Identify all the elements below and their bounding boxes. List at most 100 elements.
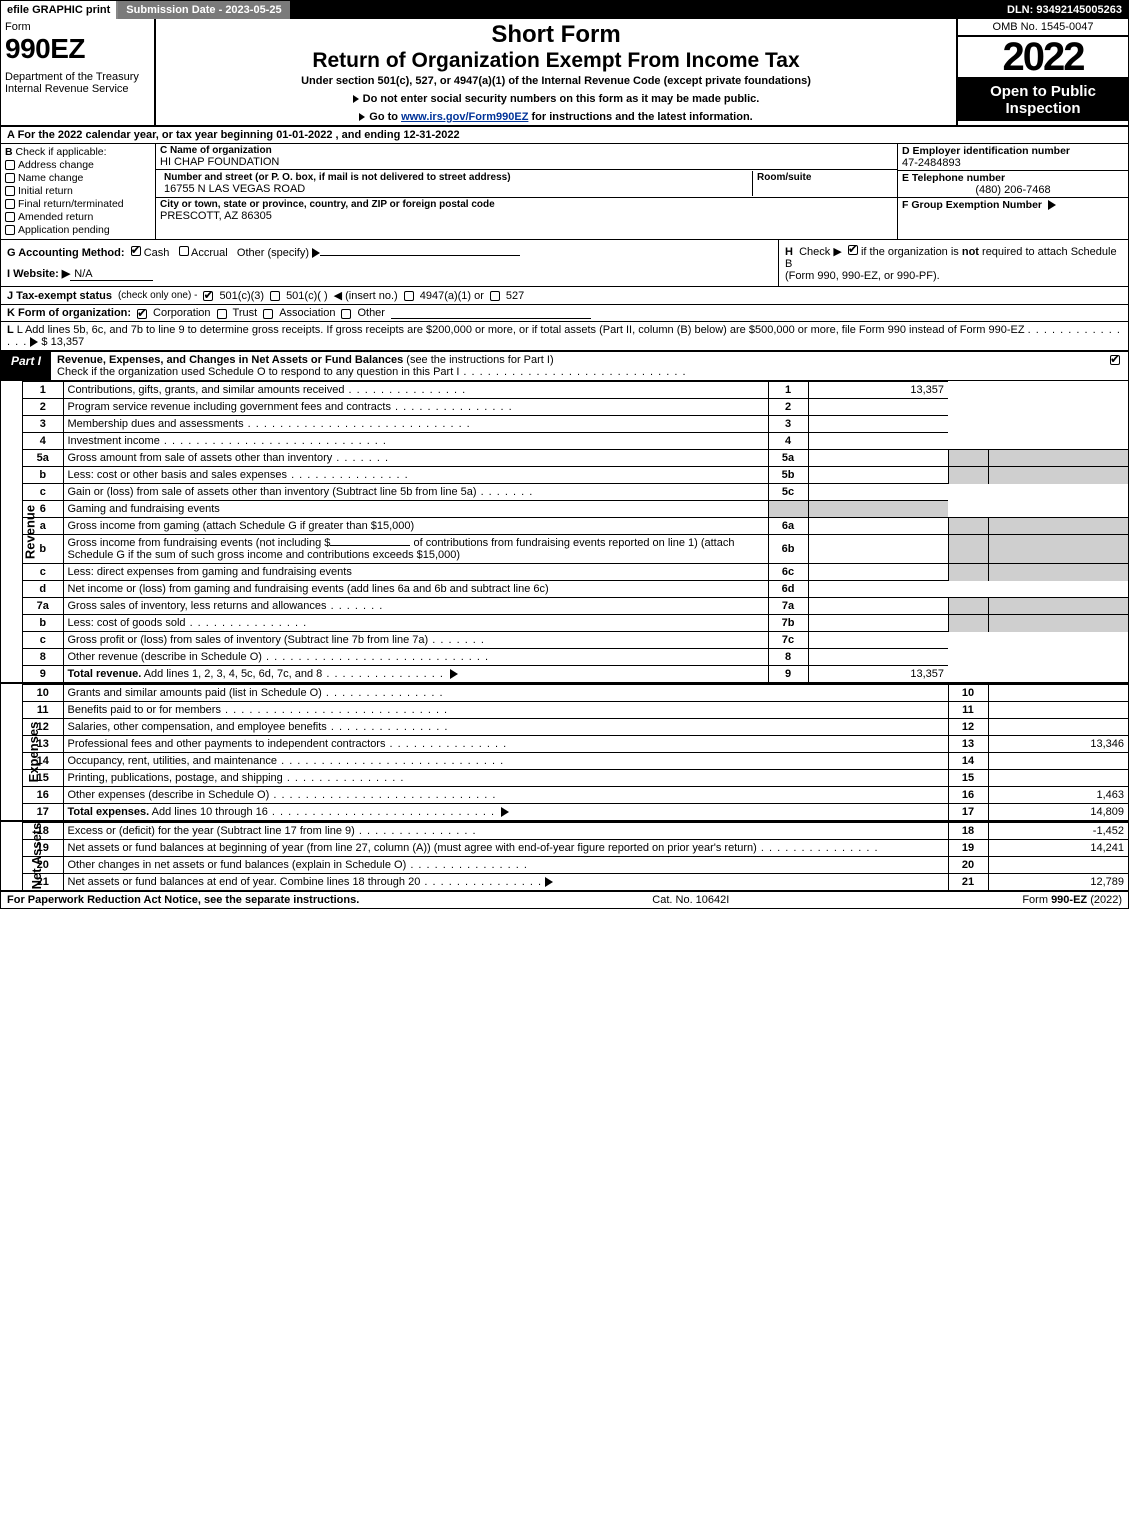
line-h: H Check ▶ if the organization is not req… xyxy=(778,240,1128,286)
table-row: 10Grants and similar amounts paid (list … xyxy=(23,685,1128,702)
line-k: K Form of organization: Corporation Trus… xyxy=(1,304,1128,321)
checkbox-corporation[interactable] xyxy=(137,309,147,319)
phone-value: (480) 206-7468 xyxy=(902,184,1124,196)
efile-print-button[interactable]: efile GRAPHIC print xyxy=(1,1,118,19)
checkbox-4947[interactable] xyxy=(404,291,414,301)
checkbox-initial-return[interactable]: Initial return xyxy=(5,185,151,197)
table-row: 6Gaming and fundraising events xyxy=(23,501,1128,518)
line-l-text: L Add lines 5b, 6c, and 7b to line 9 to … xyxy=(17,324,1025,336)
table-row: 17Total expenses. Add lines 10 through 1… xyxy=(23,804,1128,821)
table-row: aGross income from gaming (attach Schedu… xyxy=(23,518,1128,535)
expenses-section: Expenses 10Grants and similar amounts pa… xyxy=(1,682,1128,820)
expenses-table: 10Grants and similar amounts paid (list … xyxy=(23,684,1128,820)
section-def: D Employer identification number 47-2484… xyxy=(898,144,1128,239)
arrow-icon xyxy=(359,113,365,121)
expenses-side-label: Expenses xyxy=(1,684,23,820)
checkbox-other-org[interactable] xyxy=(341,309,351,319)
table-row: 12Salaries, other compensation, and empl… xyxy=(23,719,1128,736)
checkbox-accrual[interactable] xyxy=(179,246,189,256)
submission-date-button[interactable]: Submission Date - 2023-05-25 xyxy=(118,1,289,19)
arrow-icon xyxy=(450,669,458,679)
table-row: bGross income from fundraising events (n… xyxy=(23,535,1128,564)
part-i-title: Revenue, Expenses, and Changes in Net As… xyxy=(51,352,1102,380)
table-row: 16Other expenses (describe in Schedule O… xyxy=(23,787,1128,804)
top-bar: efile GRAPHIC print Submission Date - 20… xyxy=(1,1,1128,19)
table-row: cGross profit or (loss) from sales of in… xyxy=(23,632,1128,649)
street-label: Number and street (or P. O. box, if mail… xyxy=(164,172,748,183)
arrow-icon xyxy=(353,95,359,103)
other-org-input[interactable] xyxy=(391,307,591,319)
checkbox-trust[interactable] xyxy=(217,309,227,319)
open-inspection-badge: Open to Public Inspection xyxy=(958,77,1128,121)
return-title: Return of Organization Exempt From Incom… xyxy=(162,49,950,73)
org-name-value: HI CHAP FOUNDATION xyxy=(160,156,893,168)
form-990ez-page: efile GRAPHIC print Submission Date - 20… xyxy=(0,0,1129,909)
revenue-side-label: Revenue xyxy=(1,381,23,682)
irs-link[interactable]: www.irs.gov/Form990EZ xyxy=(401,111,528,123)
arrow-icon xyxy=(30,337,38,347)
org-name-label: C Name of organization xyxy=(160,145,893,156)
h-forms: (Form 990, 990-EZ, or 990-PF). xyxy=(785,270,1122,282)
part-i-checkbox[interactable] xyxy=(1102,352,1128,380)
form-word: Form xyxy=(5,21,150,33)
table-row: 15Printing, publications, postage, and s… xyxy=(23,770,1128,787)
line-a: A For the 2022 calendar year, or tax yea… xyxy=(1,127,1128,143)
table-row: cLess: direct expenses from gaming and f… xyxy=(23,564,1128,581)
checkbox-cash[interactable] xyxy=(131,246,141,256)
section-b: B Check if applicable: Address change Na… xyxy=(1,144,156,239)
other-specify-input[interactable] xyxy=(320,244,520,256)
header-right: OMB No. 1545-0047 2022 Open to Public In… xyxy=(958,19,1128,125)
checkbox-501c[interactable] xyxy=(270,291,280,301)
table-row: 9Total revenue. Add lines 1, 2, 3, 4, 5c… xyxy=(23,666,1128,683)
form-number: 990EZ xyxy=(5,33,150,65)
table-row: 21Net assets or fund balances at end of … xyxy=(23,874,1128,891)
table-row: bLess: cost or other basis and sales exp… xyxy=(23,467,1128,484)
city-label: City or town, state or province, country… xyxy=(160,199,893,210)
b-letter: B xyxy=(5,146,13,158)
table-row: 11Benefits paid to or for members11 xyxy=(23,702,1128,719)
topbar-spacer xyxy=(290,1,1001,19)
cat-no: Cat. No. 10642I xyxy=(359,894,1022,906)
table-row: 13Professional fees and other payments t… xyxy=(23,736,1128,753)
checkbox-527[interactable] xyxy=(490,291,500,301)
table-row: 1Contributions, gifts, grants, and simil… xyxy=(23,382,1128,399)
net-assets-side-label: Net Assets xyxy=(1,822,23,890)
checkbox-name-change[interactable]: Name change xyxy=(5,172,151,184)
form-ref: Form 990-EZ (2022) xyxy=(1022,894,1122,906)
table-row: 2Program service revenue including gover… xyxy=(23,399,1128,416)
checkbox-final-return[interactable]: Final return/terminated xyxy=(5,198,151,210)
checkbox-association[interactable] xyxy=(263,309,273,319)
ein-label: D Employer identification number xyxy=(902,145,1124,157)
net-assets-section: Net Assets 18Excess or (deficit) for the… xyxy=(1,820,1128,890)
checkbox-501c3[interactable] xyxy=(203,291,213,301)
tax-year: 2022 xyxy=(958,37,1128,77)
table-row: 14Occupancy, rent, utilities, and mainte… xyxy=(23,753,1128,770)
under-section-text: Under section 501(c), 527, or 4947(a)(1)… xyxy=(162,75,950,87)
net-assets-table: 18Excess or (deficit) for the year (Subt… xyxy=(23,822,1128,890)
check-if-label: Check if applicable: xyxy=(16,146,107,158)
arrow-icon xyxy=(545,877,553,887)
section-c: C Name of organization HI CHAP FOUNDATIO… xyxy=(156,144,898,239)
table-row: 8Other revenue (describe in Schedule O)8 xyxy=(23,649,1128,666)
paperwork-notice: For Paperwork Reduction Act Notice, see … xyxy=(7,894,359,906)
dln-label: DLN: 93492145005263 xyxy=(1001,1,1128,19)
table-row: 18Excess or (deficit) for the year (Subt… xyxy=(23,823,1128,840)
line-i: I Website: ▶N/A xyxy=(7,267,772,280)
checkbox-amended-return[interactable]: Amended return xyxy=(5,211,151,223)
city-value: PRESCOTT, AZ 86305 xyxy=(160,210,893,222)
group-exemption-label: F Group Exemption Number xyxy=(902,199,1124,211)
revenue-table: 1Contributions, gifts, grants, and simil… xyxy=(23,381,1128,682)
checkbox-application-pending[interactable]: Application pending xyxy=(5,224,151,236)
arrow-icon xyxy=(501,807,509,817)
do-not-enter-text: Do not enter social security numbers on … xyxy=(162,93,950,105)
arrow-icon xyxy=(312,248,320,258)
website-value: N/A xyxy=(70,268,152,281)
page-footer: For Paperwork Reduction Act Notice, see … xyxy=(1,890,1128,908)
checkbox-address-change[interactable]: Address change xyxy=(5,159,151,171)
phone-label: E Telephone number xyxy=(902,172,1124,184)
checkbox-h[interactable] xyxy=(848,245,858,255)
form-header: Form 990EZ Department of the Treasury In… xyxy=(1,19,1128,127)
table-row: 5aGross amount from sale of assets other… xyxy=(23,450,1128,467)
table-row: 4Investment income4 xyxy=(23,433,1128,450)
table-row: 19Net assets or fund balances at beginni… xyxy=(23,840,1128,857)
